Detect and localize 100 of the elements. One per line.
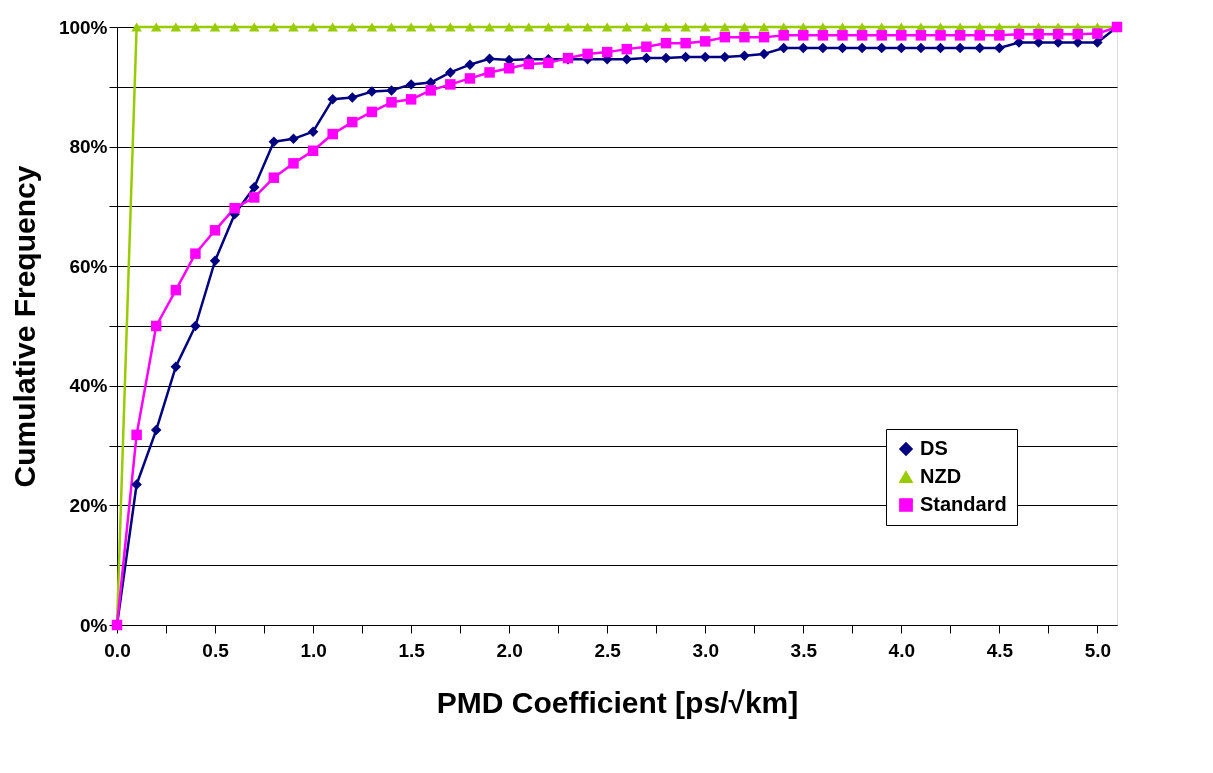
point bbox=[288, 22, 299, 32]
point bbox=[582, 48, 593, 60]
point bbox=[131, 22, 142, 32]
point bbox=[170, 361, 182, 372]
point bbox=[621, 54, 633, 65]
legend-label: DS bbox=[920, 437, 948, 459]
point bbox=[523, 58, 535, 70]
point bbox=[543, 22, 554, 32]
point bbox=[680, 37, 691, 49]
point bbox=[445, 67, 456, 78]
point bbox=[680, 51, 691, 63]
point bbox=[366, 22, 378, 32]
point bbox=[131, 429, 142, 441]
point bbox=[1092, 28, 1103, 39]
point bbox=[837, 42, 848, 54]
point bbox=[641, 41, 652, 52]
point bbox=[739, 31, 750, 43]
y-tick-label: 0% bbox=[80, 614, 108, 636]
point bbox=[131, 479, 142, 490]
point bbox=[719, 22, 731, 32]
point bbox=[798, 30, 809, 41]
point bbox=[798, 42, 809, 54]
point bbox=[190, 248, 201, 259]
point bbox=[1072, 28, 1084, 40]
x-tick-label: 1.0 bbox=[300, 639, 327, 661]
point bbox=[876, 42, 887, 54]
point bbox=[935, 30, 946, 41]
point bbox=[405, 22, 417, 32]
point bbox=[209, 255, 221, 267]
point bbox=[386, 85, 397, 96]
point bbox=[425, 85, 436, 96]
x-tick-label: 2.5 bbox=[594, 639, 622, 661]
x-tick-label: 1.5 bbox=[398, 639, 426, 661]
point bbox=[954, 30, 966, 41]
point bbox=[719, 31, 731, 43]
y-tick-label: 60% bbox=[69, 255, 108, 277]
point bbox=[445, 79, 456, 90]
x-axis-title: PMD Coefficient [ps/√km] bbox=[436, 685, 799, 719]
point bbox=[660, 22, 672, 32]
point bbox=[425, 22, 436, 32]
point bbox=[209, 225, 221, 236]
point bbox=[249, 182, 260, 193]
point bbox=[190, 22, 201, 32]
point bbox=[523, 22, 535, 32]
point bbox=[347, 116, 358, 128]
point bbox=[386, 97, 397, 108]
point bbox=[1092, 37, 1103, 48]
point bbox=[484, 22, 495, 32]
point bbox=[699, 36, 711, 47]
x-tick-label: 5.0 bbox=[1084, 639, 1112, 661]
point bbox=[837, 30, 848, 41]
point bbox=[170, 284, 182, 296]
point bbox=[347, 92, 358, 103]
point bbox=[935, 42, 946, 54]
point bbox=[915, 30, 927, 41]
x-tick-label: 3.5 bbox=[790, 639, 818, 661]
point bbox=[503, 22, 515, 32]
point bbox=[484, 53, 495, 64]
point bbox=[562, 22, 574, 32]
x-tick-label: 4.5 bbox=[986, 639, 1014, 661]
y-tick-label: 100% bbox=[58, 16, 108, 38]
point bbox=[405, 94, 417, 105]
point bbox=[778, 42, 789, 54]
point bbox=[307, 126, 319, 137]
point bbox=[543, 57, 554, 69]
point bbox=[150, 320, 162, 332]
point bbox=[896, 30, 907, 41]
point bbox=[366, 86, 378, 97]
point bbox=[758, 48, 770, 60]
x-tick-label: 4.0 bbox=[888, 639, 916, 661]
point bbox=[445, 22, 456, 32]
point bbox=[621, 43, 633, 55]
point bbox=[249, 192, 260, 203]
point bbox=[1052, 28, 1064, 40]
point bbox=[150, 424, 162, 436]
point bbox=[680, 22, 691, 32]
point bbox=[268, 136, 280, 148]
point bbox=[327, 128, 338, 140]
point bbox=[209, 22, 221, 32]
point bbox=[974, 42, 985, 54]
point bbox=[190, 320, 201, 332]
legend-label: NZD bbox=[920, 465, 962, 487]
point bbox=[464, 22, 476, 32]
point bbox=[739, 22, 750, 32]
point bbox=[249, 22, 260, 32]
point bbox=[994, 30, 1005, 41]
point bbox=[778, 30, 789, 41]
point bbox=[288, 158, 299, 169]
point bbox=[150, 22, 162, 32]
point bbox=[464, 73, 476, 84]
point bbox=[856, 30, 868, 41]
point bbox=[347, 22, 358, 32]
point bbox=[464, 59, 476, 70]
point bbox=[229, 202, 240, 214]
point bbox=[601, 22, 613, 32]
point bbox=[307, 145, 319, 157]
point bbox=[1013, 28, 1025, 40]
point bbox=[1033, 28, 1044, 40]
y-axis-title: Cumulative Frequency bbox=[7, 165, 41, 488]
point bbox=[758, 22, 770, 32]
